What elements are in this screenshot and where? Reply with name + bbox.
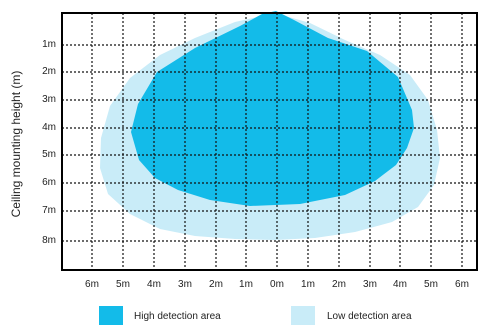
x-axis-tick-label: 6m: [85, 279, 99, 290]
legend-swatch-high: [99, 306, 123, 325]
legend-label-low: Low detection area: [327, 311, 412, 322]
legend-swatch-low: [291, 306, 315, 325]
plot-frame: [61, 12, 478, 271]
x-axis-tick-label: 1m: [301, 279, 315, 290]
y-axis-tick-label: 2m: [42, 66, 56, 77]
x-axis-tick-label: 0m: [270, 279, 284, 290]
legend-label-high: High detection area: [134, 311, 221, 322]
y-axis-title: Ceiling mounting height (m): [9, 70, 23, 218]
x-axis-tick-label: 2m: [209, 279, 223, 290]
y-axis-tick-label: 3m: [42, 94, 56, 105]
y-axis-tick-label: 7m: [42, 205, 56, 216]
x-axis-tick-label: 4m: [393, 279, 407, 290]
y-axis-tick-label: 5m: [42, 149, 56, 160]
x-axis-tick-label: 5m: [116, 279, 130, 290]
x-axis-tick-label: 3m: [363, 279, 377, 290]
y-axis-tick-label: 1m: [42, 39, 56, 50]
x-axis-tick-label: 4m: [147, 279, 161, 290]
high-detection-area: [131, 11, 414, 206]
y-axis-tick-label: 6m: [42, 177, 56, 188]
y-axis-tick-label: 8m: [42, 235, 56, 246]
y-axis-tick-label: 4m: [42, 122, 56, 133]
x-axis-tick-label: 2m: [332, 279, 346, 290]
x-axis-tick-label: 1m: [239, 279, 253, 290]
x-axis-tick-label: 6m: [455, 279, 469, 290]
x-axis-tick-label: 5m: [424, 279, 438, 290]
grid-lines: [62, 13, 477, 270]
x-axis-tick-label: 3m: [178, 279, 192, 290]
